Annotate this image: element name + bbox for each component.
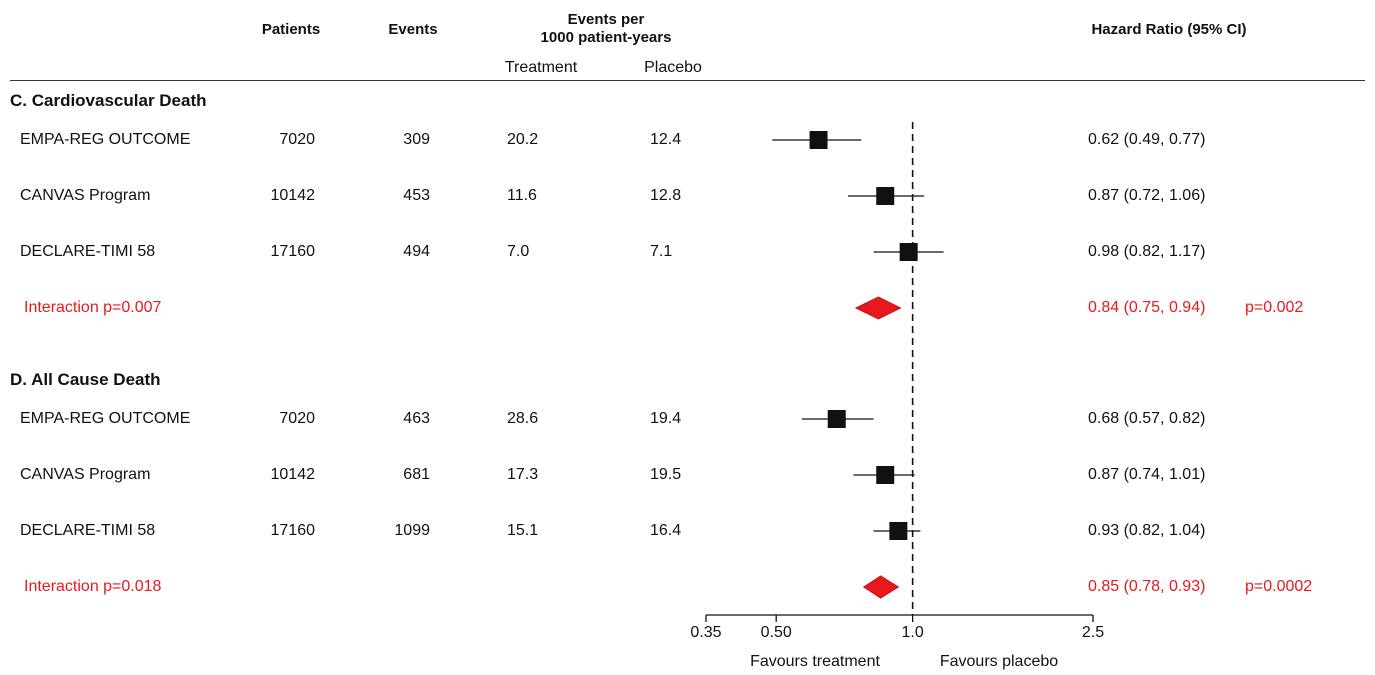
study-name: CANVAS Program [20, 187, 151, 204]
pooled-p-text: p=0.0002 [1245, 578, 1313, 595]
hr-text: 0.62 (0.49, 0.77) [1088, 131, 1206, 148]
header-events-per-line2: 1000 patient-years [540, 29, 672, 46]
header-treatment: Treatment [504, 59, 578, 76]
patients-value: 7020 [279, 131, 315, 148]
events-value: 309 [403, 131, 430, 148]
study-name: EMPA-REG OUTCOME [20, 410, 191, 427]
treatment-rate: 20.2 [507, 131, 539, 148]
hr-text: 0.87 (0.72, 1.06) [1088, 187, 1206, 204]
treatment-rate: 28.6 [507, 410, 539, 427]
hr-text: 0.87 (0.74, 1.01) [1088, 466, 1206, 483]
events-value: 453 [403, 187, 430, 204]
x-tick-label: 0.50 [761, 624, 792, 641]
placebo-rate: 12.8 [650, 187, 682, 204]
study-name: EMPA-REG OUTCOME [20, 131, 191, 148]
header-hazard-ratio: Hazard Ratio (95% CI) [1091, 21, 1247, 38]
patients-value: 7020 [279, 410, 315, 427]
treatment-rate: 11.6 [507, 187, 537, 204]
events-value: 463 [403, 410, 430, 427]
hr-marker [876, 466, 895, 484]
favours-treatment-label: Favours treatment [750, 653, 880, 670]
header-placebo: Placebo [644, 59, 702, 76]
treatment-rate: 17.3 [507, 466, 539, 483]
section-title: D. All Cause Death [10, 370, 161, 389]
placebo-rate: 12.4 [650, 131, 682, 148]
hr-marker [899, 243, 918, 261]
study-name: DECLARE-TIMI 58 [20, 522, 156, 539]
header-patients: Patients [261, 21, 321, 38]
interaction-label: Interaction p=0.018 [24, 578, 162, 595]
pooled-diamond [854, 296, 902, 320]
x-tick-label: 0.35 [690, 624, 721, 641]
hr-text: 0.68 (0.57, 0.82) [1088, 410, 1206, 427]
favours-placebo-label: Favours placebo [939, 653, 1059, 670]
pooled-diamond [862, 575, 900, 599]
events-value: 681 [403, 466, 430, 483]
patients-value: 10142 [270, 466, 316, 483]
hr-marker [889, 522, 908, 540]
hr-marker [809, 131, 828, 149]
header-events: Events [388, 21, 438, 38]
patients-value: 10142 [270, 187, 316, 204]
interaction-label: Interaction p=0.007 [24, 299, 162, 316]
study-name: DECLARE-TIMI 58 [20, 243, 156, 260]
placebo-rate: 7.1 [650, 243, 673, 260]
placebo-rate: 19.4 [650, 410, 682, 427]
placebo-rate: 16.4 [650, 522, 682, 539]
study-name: CANVAS Program [20, 466, 151, 483]
treatment-rate: 7.0 [507, 243, 530, 260]
section-title: C. Cardiovascular Death [10, 91, 207, 110]
events-value: 1099 [394, 522, 430, 539]
header-rule [10, 80, 1365, 81]
pooled-hr-text: 0.84 (0.75, 0.94) [1088, 299, 1206, 316]
hr-text: 0.98 (0.82, 1.17) [1088, 243, 1206, 260]
hr-marker [827, 410, 846, 428]
x-tick-label: 2.5 [1082, 624, 1104, 641]
hr-marker [876, 187, 895, 205]
hr-text: 0.93 (0.82, 1.04) [1088, 522, 1206, 539]
patients-value: 17160 [270, 243, 316, 260]
pooled-hr-text: 0.85 (0.78, 0.93) [1088, 578, 1206, 595]
placebo-rate: 19.5 [650, 466, 682, 483]
pooled-p-text: p=0.002 [1245, 299, 1304, 316]
events-value: 494 [403, 243, 430, 260]
patients-value: 17160 [270, 522, 316, 539]
header-events-per-line1: Events per [567, 11, 645, 28]
x-tick-label: 1.0 [902, 624, 924, 641]
treatment-rate: 15.1 [507, 522, 539, 539]
